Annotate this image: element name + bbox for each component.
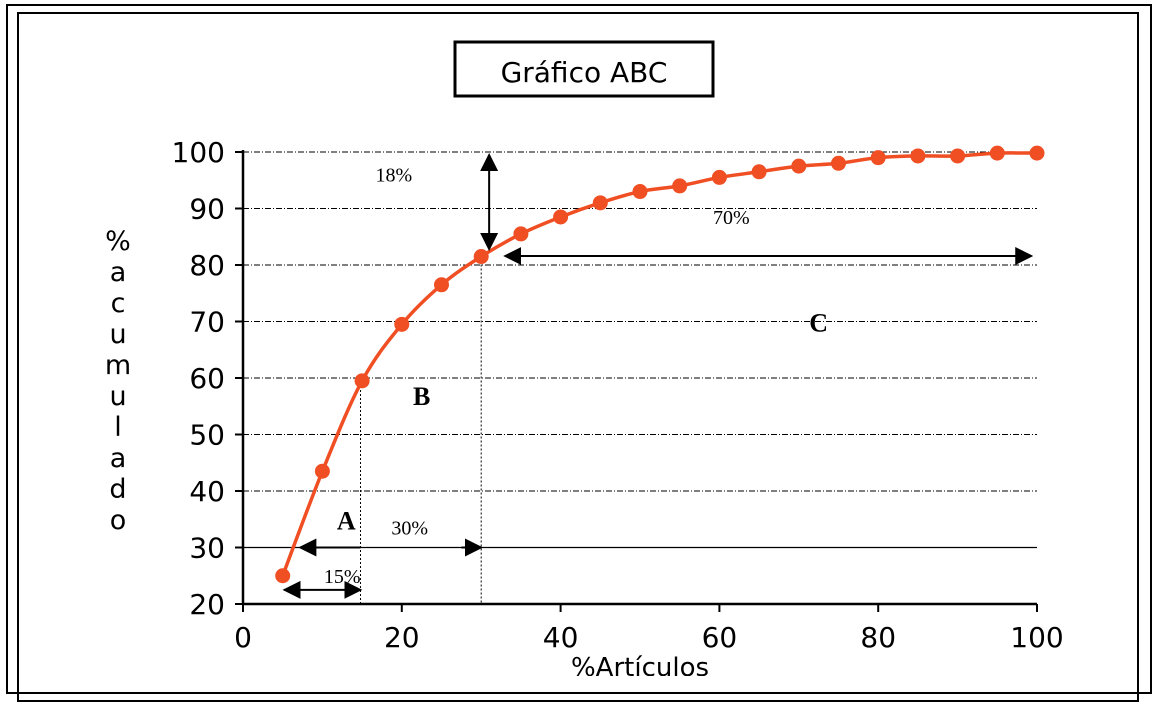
y-tick-label: 100: [172, 136, 225, 169]
series-line: [281, 151, 1038, 577]
data-point-15: [354, 373, 370, 389]
y-axis-label-letter: d: [109, 474, 126, 505]
data-point-20: [394, 316, 410, 332]
y-axis-label-letter: u: [109, 381, 126, 412]
data-point-100: [1029, 145, 1045, 161]
y-axis-label-letter: o: [110, 505, 127, 536]
data-point-60: [711, 169, 727, 185]
data-point-65: [751, 164, 767, 180]
y-axis-label-letter: a: [110, 443, 127, 474]
y-axis-label-letter: m: [105, 350, 131, 381]
x-axis-label: %Artículos: [571, 653, 709, 676]
data-point-40: [553, 209, 569, 225]
y-tick-label: 70: [189, 306, 225, 339]
x-tick-label: 20: [384, 621, 420, 654]
y-axis-label-letter: a: [110, 257, 127, 288]
data-point-5: [275, 568, 291, 584]
y-tick-label: 50: [189, 419, 225, 452]
data-point-90: [950, 148, 966, 164]
zone-label-B: B: [413, 382, 430, 411]
annotation-arrows: [282, 153, 1034, 599]
annotation-label: 15%: [324, 566, 361, 588]
annotation-label: 18%: [376, 165, 413, 187]
y-axis-label-letter: l: [114, 412, 122, 443]
data-point-85: [910, 148, 926, 164]
x-tick-label: 0: [234, 621, 252, 654]
y-axis-label-letter: %: [105, 226, 131, 257]
grid-layer: [243, 151, 1037, 549]
data-point-75: [831, 155, 846, 171]
x-tick-label: 40: [543, 621, 579, 654]
y-tick-label: 90: [189, 193, 225, 226]
y-tick-label: 60: [189, 362, 225, 395]
annotation-label: 70%: [713, 207, 750, 229]
data-point-45: [592, 195, 608, 211]
axes: 20 30 40 50 60 70 80 90 100 0 20 40 60 80 100: [172, 136, 1064, 654]
data-point-10: [314, 463, 330, 479]
y-tick-label: 40: [189, 475, 225, 508]
x-tick-label: 80: [860, 621, 896, 654]
data-point-50: [632, 184, 648, 200]
title-box: [453, 40, 715, 98]
data-point-80: [870, 150, 886, 166]
data-point-30: [473, 249, 489, 265]
chart-title: Gráfico ABC: [501, 56, 668, 89]
y-tick-label: 80: [189, 249, 225, 282]
reference-lines: [360, 256, 482, 604]
zone-label-C: C: [809, 309, 828, 338]
series-layer: [275, 145, 1045, 584]
y-tick-label: 30: [189, 532, 225, 565]
data-point-35: [513, 226, 529, 242]
data-point-95: [989, 145, 1005, 161]
zone-label-A: A: [337, 506, 356, 535]
data-point-70: [791, 158, 807, 174]
data-point-55: [672, 178, 688, 194]
y-tick-label: 20: [189, 588, 225, 621]
x-tick-label: 60: [702, 621, 738, 654]
y-axis-label-letter: c: [111, 288, 126, 319]
annotation-label: 30%: [391, 518, 428, 540]
data-point-25: [434, 277, 449, 293]
x-tick-label: 100: [1010, 621, 1063, 654]
y-axis-label-letter: u: [109, 319, 126, 350]
